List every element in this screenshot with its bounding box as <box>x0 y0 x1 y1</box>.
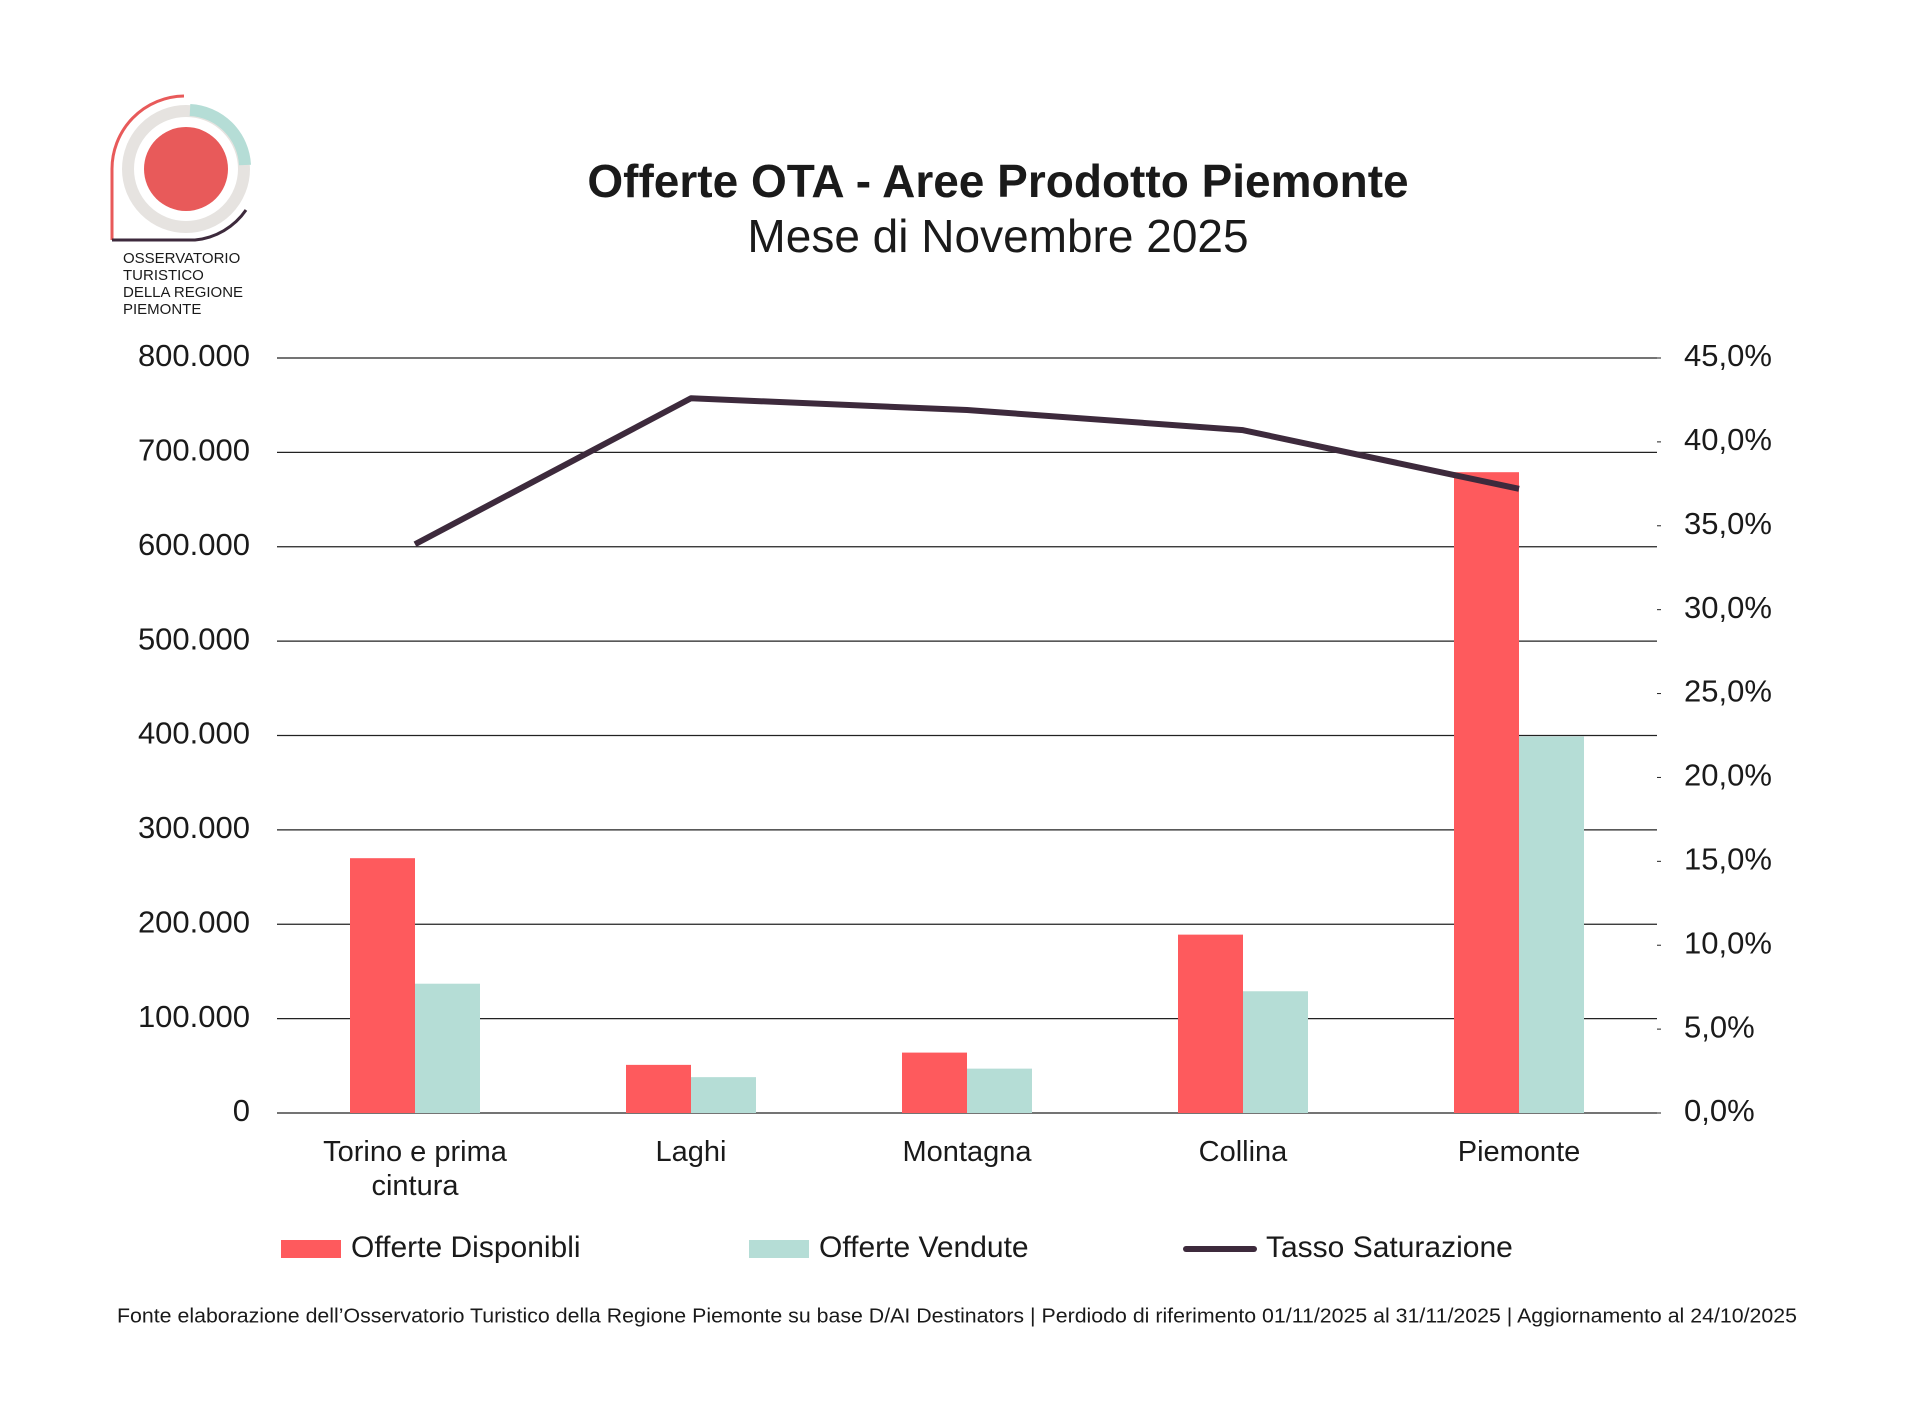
legend-label: Offerte Vendute <box>819 1231 1029 1264</box>
bar <box>1243 991 1308 1113</box>
bar <box>350 858 415 1113</box>
logo-text: DELLA REGIONE <box>123 284 243 301</box>
y2-tick-label: 30,0% <box>1684 590 1772 625</box>
logo-arc <box>110 94 185 240</box>
chart-subtitle: Mese di Novembre 2025 <box>747 210 1248 262</box>
x-tick-label: Laghi <box>655 1136 727 1168</box>
y-tick-label: 200.000 <box>138 904 250 939</box>
y-tick-label: 0 <box>233 1093 250 1128</box>
bar <box>902 1052 967 1113</box>
bar <box>1519 736 1584 1113</box>
y-tick-label: 500.000 <box>138 621 250 656</box>
y2-tick-label: 10,0% <box>1684 925 1772 960</box>
bar <box>415 983 480 1113</box>
y2-tick-label: 45,0% <box>1684 338 1772 373</box>
y2-tick-label: 35,0% <box>1684 506 1772 541</box>
bar <box>626 1064 691 1113</box>
y2-tick-label: 40,0% <box>1684 422 1772 457</box>
source-note: Fonte elaborazione dell’Osservatorio Tur… <box>117 1305 1797 1327</box>
logo-arc <box>112 209 248 242</box>
logo: OSSERVATORIO TURISTICO DELLA REGIONE PIE… <box>110 94 251 318</box>
y2-tick-label: 25,0% <box>1684 674 1772 709</box>
logo-ring-accent <box>189 104 251 166</box>
y-tick-label: 100.000 <box>138 999 250 1034</box>
legend-label: Offerte Disponibli <box>351 1231 581 1264</box>
x-tick-label: Collina <box>1198 1136 1288 1168</box>
bar <box>1178 934 1243 1113</box>
chart-title: Offerte OTA - Aree Prodotto Piemonte <box>587 155 1408 207</box>
logo-text: PIEMONTE <box>123 301 201 318</box>
legend-swatch <box>281 1240 341 1258</box>
logo-core <box>144 127 228 211</box>
logo-text: TURISTICO <box>123 267 204 284</box>
line <box>413 395 1520 547</box>
y2-tick-label: 15,0% <box>1684 842 1772 877</box>
legend-label: Tasso Saturazione <box>1266 1231 1513 1264</box>
y-tick-label: 600.000 <box>138 527 250 562</box>
x-tick-label: Piemonte <box>1457 1136 1581 1168</box>
y-tick-label: 300.000 <box>138 810 250 845</box>
y-tick-label: 400.000 <box>138 716 250 751</box>
bar <box>1454 472 1519 1114</box>
bar <box>691 1077 756 1113</box>
legend-swatch <box>749 1240 809 1258</box>
y2-tick-label: 20,0% <box>1684 758 1772 793</box>
y2-tick-label: 5,0% <box>1684 1009 1755 1044</box>
y-tick-label: 700.000 <box>138 433 250 468</box>
logo-ring <box>122 105 250 233</box>
y2-tick-label: 0,0% <box>1684 1093 1755 1128</box>
bar <box>967 1068 1032 1113</box>
y-tick-label: 800.000 <box>138 338 250 373</box>
x-tick-label: Torino e prima cintura <box>323 1136 507 1202</box>
logo-text: OSSERVATORIO <box>123 250 240 267</box>
x-tick-label: Montagna <box>902 1136 1032 1168</box>
